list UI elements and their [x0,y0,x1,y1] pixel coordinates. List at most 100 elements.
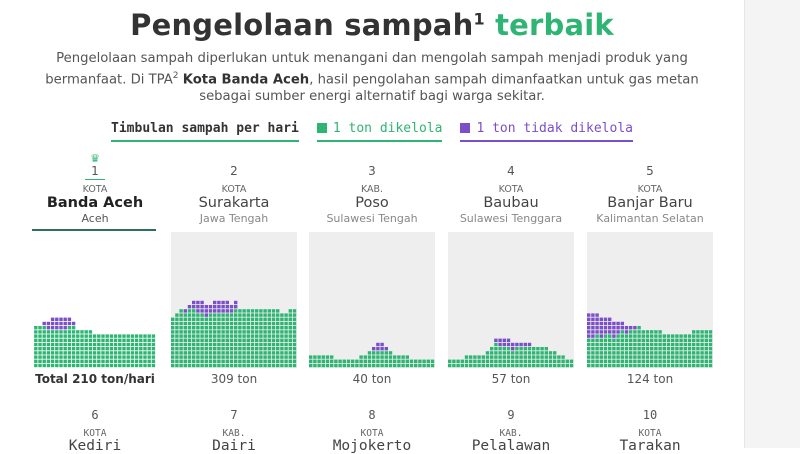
managed-ton-block [221,321,225,326]
unmanaged-ton-block [587,334,591,338]
unmanaged-ton-block [196,309,200,313]
managed-ton-block [502,359,506,363]
managed-ton-block [292,351,297,355]
unmanaged-ton-block [616,326,620,330]
managed-ton-block [654,330,658,334]
managed-ton-block [84,338,88,342]
managed-ton-block [700,347,704,351]
managed-ton-block [151,359,156,363]
managed-ton-block [515,359,519,363]
managed-ton-block [213,321,217,326]
managed-ton-block [276,330,280,334]
managed-ton-block [683,338,687,342]
managed-ton-block [675,334,679,338]
managed-ton-block [143,363,147,368]
managed-ton-block [687,347,692,351]
managed-ton-block [317,359,321,363]
managed-ton-block [700,334,704,338]
managed-ton-block [196,351,200,355]
managed-ton-block [130,338,135,342]
unmanaged-ton-block [591,321,595,326]
managed-ton-block [288,334,292,338]
managed-ton-block [587,338,591,342]
managed-ton-block [359,355,363,359]
managed-ton-block [637,342,641,347]
managed-ton-block [637,338,641,342]
managed-ton-block [313,363,317,368]
unmanaged-ton-block [213,305,217,309]
managed-ton-block [700,363,704,368]
managed-ton-block [553,363,557,368]
managed-ton-block [59,334,63,338]
managed-ton-block [50,355,55,359]
managed-ton-block [71,351,76,355]
managed-ton-block [113,342,118,347]
managed-ton-block [88,342,93,347]
managed-ton-block [704,363,708,368]
managed-ton-block [63,347,67,351]
managed-ton-block [481,363,485,368]
managed-ton-block [200,338,204,342]
managed-ton-block [267,326,271,330]
managed-ton-block [418,359,422,363]
managed-ton-block [200,355,204,359]
managed-ton-block [80,330,84,334]
managed-ton-block [71,359,76,363]
infographic: Pengelolaan sampah1 terbaik Pengelolaan … [32,8,713,454]
managed-ton-block [246,326,250,330]
managed-ton-block [192,309,196,313]
managed-ton-block [259,351,263,355]
unmanaged-ton-block [587,330,591,334]
unmanaged-ton-block [234,300,238,305]
legend-unmanaged-label: 1 ton tidak dikelola [476,121,633,136]
managed-ton-block [234,338,238,342]
managed-ton-block [217,351,221,355]
managed-ton-block [641,351,645,355]
managed-ton-block [130,355,135,359]
managed-ton-block [171,338,175,342]
managed-ton-block [292,363,297,368]
unmanaged-ton-block [213,309,217,313]
daily-total: 40 ton [352,372,392,386]
managed-ton-block [608,347,612,351]
managed-ton-block [276,338,280,342]
rank-number: 5 [646,164,654,178]
managed-ton-block [134,363,139,368]
managed-ton-block [204,359,208,363]
managed-ton-block [38,347,42,351]
managed-ton-block [229,317,234,321]
managed-ton-block [620,363,624,368]
managed-ton-block [629,330,633,334]
managed-ton-block [63,330,67,334]
managed-ton-block [242,347,246,351]
managed-ton-block [84,351,88,355]
managed-ton-block [704,359,708,363]
managed-ton-block [696,334,700,338]
managed-ton-block [229,334,234,338]
managed-ton-block [280,326,284,330]
province-name: Jawa Tengah [199,212,269,225]
managed-ton-block [544,355,548,359]
managed-ton-block [234,351,238,355]
managed-ton-block [629,334,633,338]
managed-ton-block [200,347,204,351]
managed-ton-block [624,334,629,338]
managed-ton-block [183,326,187,330]
managed-ton-block [405,363,409,368]
managed-ton-block [704,351,708,355]
managed-ton-block [692,355,696,359]
managed-ton-block [118,363,122,368]
managed-ton-block [97,347,101,351]
managed-ton-block [250,342,255,347]
unmanaged-ton-block [599,330,603,334]
managed-ton-block [506,355,511,359]
managed-ton-block [242,334,246,338]
managed-ton-block [363,363,367,368]
managed-ton-block [143,342,147,347]
managed-ton-block [683,351,687,355]
managed-ton-block [113,347,118,351]
managed-ton-block [595,359,599,363]
managed-ton-block [63,334,67,338]
managed-ton-block [238,342,242,347]
managed-ton-block [696,347,700,351]
